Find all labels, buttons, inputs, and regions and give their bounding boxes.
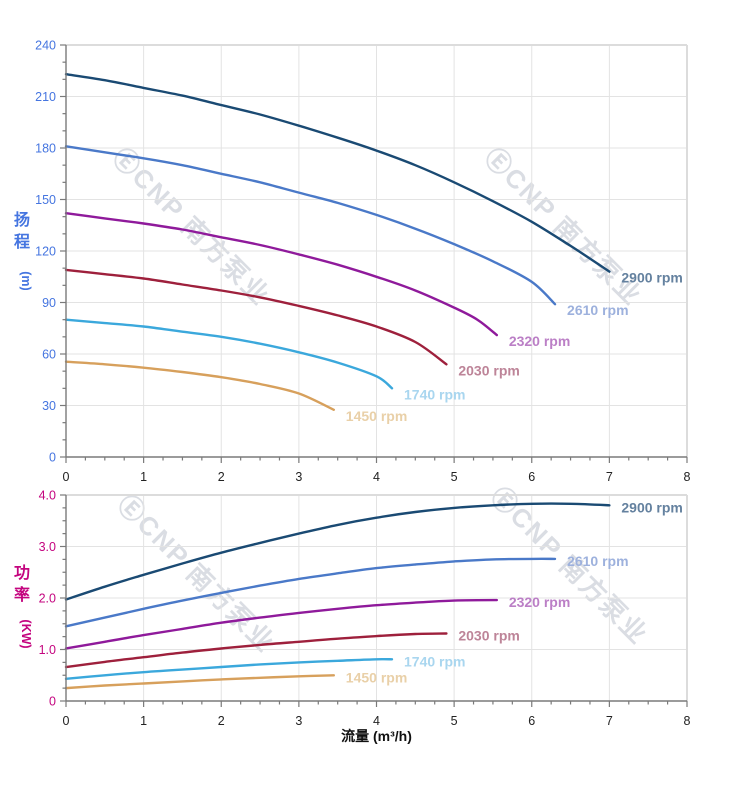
head-chart: 2900 rpm 2610 rpm 2320 rpm 2030 rpm 1740 rpm… bbox=[14, 39, 691, 485]
curve-label-2320rpm: 2320 rpm bbox=[509, 333, 570, 349]
x-tick-label: 4 bbox=[373, 470, 380, 484]
x-tick-label: 8 bbox=[684, 714, 691, 728]
grid-layer bbox=[66, 44, 688, 457]
x-tick-label: 5 bbox=[451, 714, 458, 728]
y-tick-label: 210 bbox=[35, 90, 56, 104]
curve-label-2900rpm: 2900 rpm bbox=[621, 499, 682, 515]
y-axis-title: 扬程 (m) bbox=[14, 210, 33, 291]
y-tick-label: 120 bbox=[35, 245, 56, 259]
y-tick-label: 150 bbox=[35, 193, 56, 207]
y-tick-label: 240 bbox=[35, 39, 56, 53]
y-axis-unit: (m) bbox=[19, 271, 33, 290]
curve-2320rpm bbox=[64, 212, 498, 337]
x-tick-label: 2 bbox=[218, 714, 225, 728]
y-tick-label: 90 bbox=[42, 296, 56, 310]
x-tick-label: 6 bbox=[528, 470, 535, 484]
y-tick-label: 4.0 bbox=[39, 489, 56, 503]
x-tick-label: 1 bbox=[140, 470, 147, 484]
curve-label-1450rpm: 1450 rpm bbox=[346, 669, 407, 685]
curve-label-2610rpm: 2610 rpm bbox=[567, 302, 628, 318]
x-tick-label: 4 bbox=[373, 714, 380, 728]
power-chart: 2900 rpm 2610 rpm 2320 rpm 2030 rpm 1740 rpm… bbox=[14, 489, 691, 745]
y-tick-label: 180 bbox=[35, 142, 56, 156]
curve-1450rpm bbox=[64, 360, 335, 411]
x-tick-label: 0 bbox=[63, 714, 70, 728]
y-axis-title: 功率 (KW) bbox=[14, 564, 33, 649]
y-tick-label: 1.0 bbox=[39, 643, 56, 657]
curve-label-1740rpm: 1740 rpm bbox=[404, 386, 465, 402]
y-axis-title-char: 程 bbox=[14, 233, 30, 251]
y-axis-title-char: 率 bbox=[14, 585, 30, 604]
curve-2610rpm bbox=[64, 557, 557, 628]
x-tick-label: 5 bbox=[451, 470, 458, 484]
curve-label-2320rpm: 2320 rpm bbox=[509, 594, 570, 610]
y-axis-unit: (KW) bbox=[19, 619, 33, 648]
x-tick-label: 3 bbox=[295, 470, 302, 484]
curve-1740rpm bbox=[64, 657, 394, 681]
x-tick-label: 0 bbox=[63, 470, 70, 484]
y-axis-title-char: 功 bbox=[14, 564, 30, 582]
x-tick-label: 7 bbox=[606, 714, 613, 728]
curve-label-1450rpm: 1450 rpm bbox=[346, 408, 407, 424]
y-tick-label: 3.0 bbox=[39, 540, 56, 554]
x-tick-label: 2 bbox=[218, 470, 225, 484]
y-tick-label: 30 bbox=[42, 399, 56, 413]
curve-2610rpm bbox=[64, 145, 557, 306]
x-tick-label: 3 bbox=[295, 714, 302, 728]
curve-1740rpm bbox=[64, 318, 394, 390]
y-axis-title-char: 扬 bbox=[14, 210, 30, 229]
curve-label-2030rpm: 2030 rpm bbox=[458, 362, 519, 378]
watermark-text: ⒺCNP 南方泵业 bbox=[479, 142, 648, 311]
x-tick-label: 6 bbox=[528, 714, 535, 728]
curve-label-2610rpm: 2610 rpm bbox=[567, 553, 628, 569]
curve-2030rpm bbox=[64, 632, 448, 669]
x-tick-label: 7 bbox=[606, 470, 613, 484]
curve-2030rpm bbox=[64, 268, 448, 366]
curve-1450rpm bbox=[64, 674, 335, 690]
watermark-text: ⒺCNP 南方泵业 bbox=[112, 489, 281, 658]
curve-label-2900rpm: 2900 rpm bbox=[621, 270, 682, 286]
y-tick-label: 0 bbox=[49, 695, 56, 709]
curve-label-2030rpm: 2030 rpm bbox=[458, 628, 519, 644]
x-axis-title: 流量 (m³/h) bbox=[341, 728, 412, 744]
y-tick-label: 60 bbox=[42, 348, 56, 362]
y-tick-label: 2.0 bbox=[39, 592, 56, 606]
curve-2900rpm bbox=[64, 72, 611, 273]
curve-label-1740rpm: 1740 rpm bbox=[404, 653, 465, 669]
x-tick-label: 1 bbox=[140, 714, 147, 728]
curve-2320rpm bbox=[64, 598, 498, 650]
curve-2900rpm bbox=[64, 502, 611, 601]
x-tick-label: 8 bbox=[684, 470, 691, 484]
y-tick-label: 0 bbox=[49, 451, 56, 465]
